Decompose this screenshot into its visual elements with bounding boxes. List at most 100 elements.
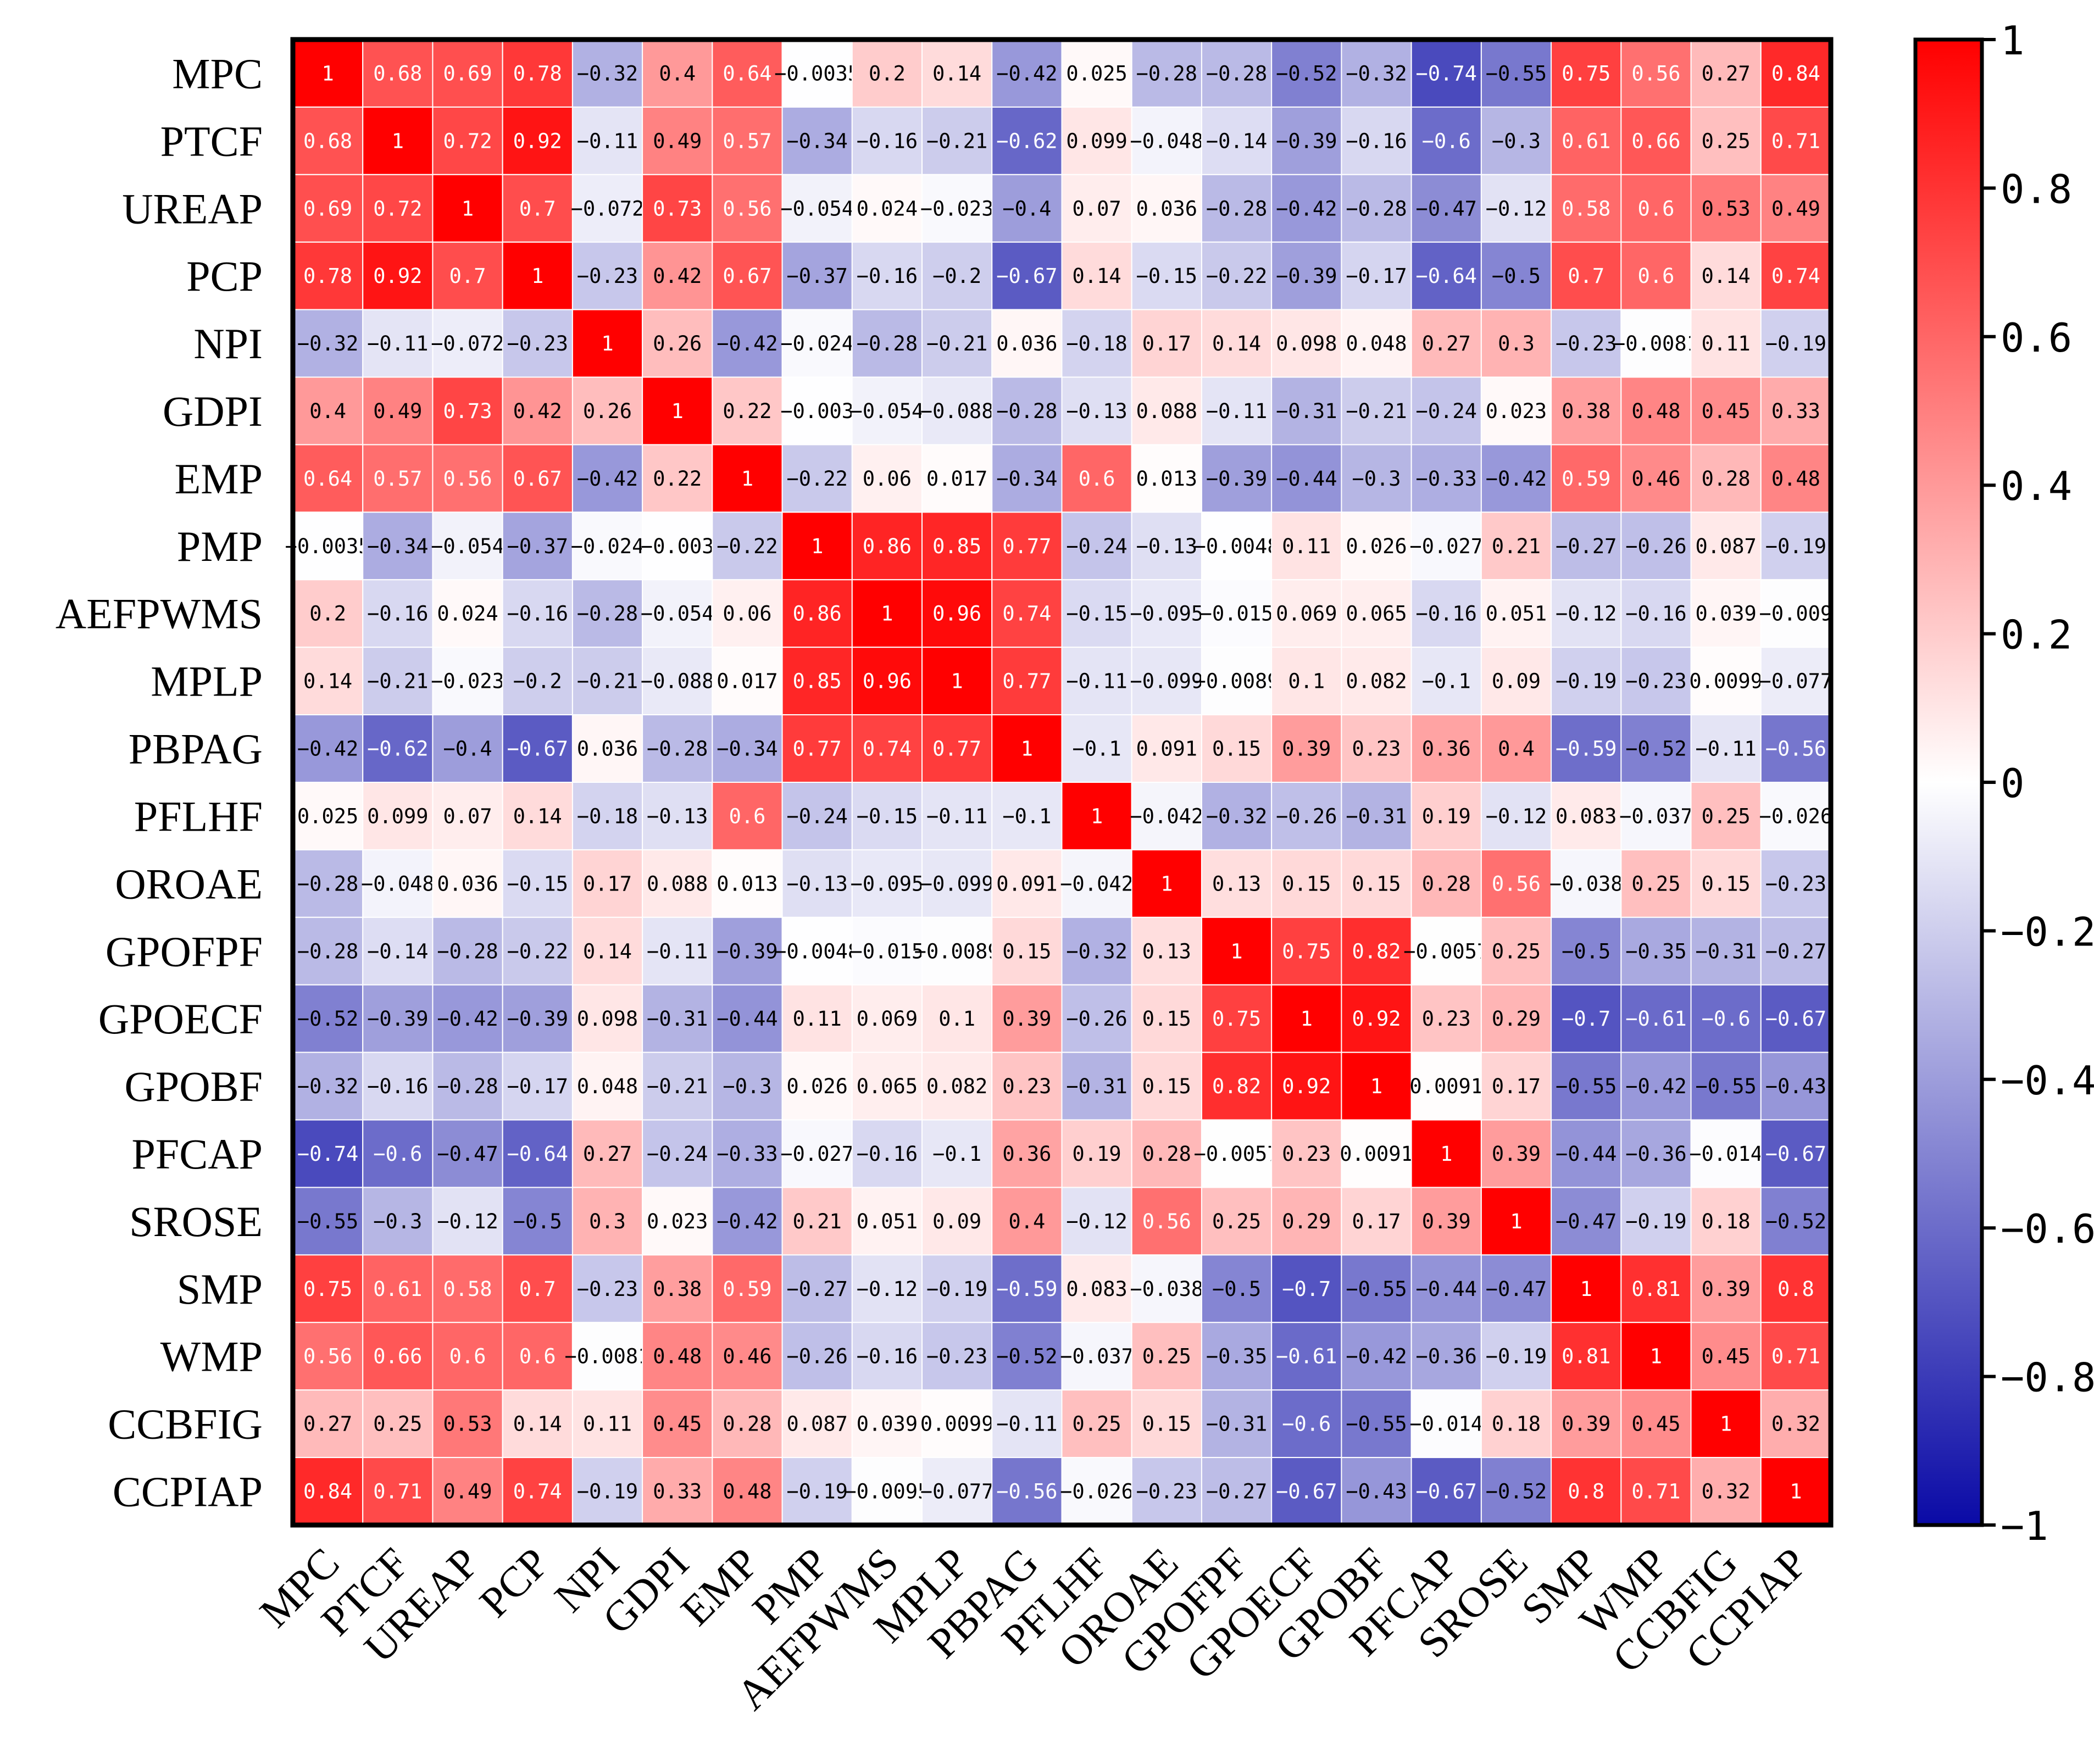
cell-value-label: 0.61 [1562,129,1610,153]
cell-value-label: 1 [1720,1412,1732,1436]
heatmap-cell [502,1119,573,1188]
cell-value-label: 0.92 [1282,1075,1331,1098]
heatmap-cell [851,174,923,243]
cell-value-label: −0.31 [1346,804,1407,828]
cell-value-label: 0.21 [1492,535,1541,558]
heatmap-cell [571,1051,643,1121]
cell-value-label: 0.48 [1631,399,1680,423]
heatmap-cell [1551,1254,1622,1323]
heatmap-cell [851,511,923,581]
cell-value-label: −0.19 [1625,1210,1686,1233]
cell-value-label: −0.31 [1066,1075,1127,1098]
column-label: PCP [470,1539,558,1627]
cell-value-label: 0.71 [373,1480,422,1504]
cell-value-label: 0.27 [1422,332,1471,355]
cell-value-label: 0.017 [926,467,987,491]
heatmap-cell [1480,782,1552,850]
heatmap-cell [712,1187,783,1256]
cell-value-label: −0.35 [1206,1345,1267,1368]
cell-value-label: 0.036 [577,737,638,761]
cell-value-label: 0.082 [926,1075,987,1098]
cell-value-label: 0.66 [1631,129,1680,153]
cell-value-label: −0.52 [996,1345,1057,1368]
heatmap-cell [991,849,1063,918]
cell-value-label: 0.85 [932,535,981,558]
cell-value-label: −0.5 [1212,1277,1261,1301]
heatmap-cell [712,1254,783,1323]
cell-value-label: 1 [1440,1142,1452,1166]
cell-value-label: 0.32 [1771,1412,1820,1436]
cell-value-label: −0.072 [571,197,645,220]
heatmap-cell [571,106,643,175]
heatmap-cell [571,916,643,986]
heatmap-cell [1620,1254,1692,1323]
heatmap-cell [1131,916,1202,986]
cell-value-label: 0.17 [1352,1210,1401,1233]
heatmap-cell [1410,174,1482,243]
cell-value-label: −0.4 [1002,197,1051,220]
cell-value-label: −0.19 [1556,670,1617,693]
cell-value-label: 0.099 [367,804,428,828]
cell-value-label: −0.56 [996,1480,1057,1504]
heatmap-cell [1201,1389,1273,1459]
cell-value-label: 0.25 [1702,804,1751,828]
cell-value-label: −0.39 [367,1007,428,1031]
heatmap-cell [991,241,1063,310]
cell-value-label: 0.065 [857,1075,918,1098]
cell-value-label: −0.003 [780,399,854,423]
colorbar-tick-label: 0.2 [2001,612,2072,658]
cell-value-label: −0.18 [1066,332,1127,355]
heatmap-cell [1271,106,1342,175]
heatmap-cell [1341,916,1412,986]
cell-value-label: 1 [392,129,404,153]
heatmap-cell [1131,1187,1202,1256]
cell-value-label: −0.47 [1556,1210,1617,1233]
cell-value-label: −0.024 [571,535,645,558]
heatmap-cell [851,1119,923,1188]
cell-value-label: −0.32 [1066,939,1127,963]
heatmap-cell [781,376,853,446]
cell-value-label: −0.23 [926,1345,987,1368]
cell-value-label: 0.8 [1568,1480,1604,1504]
cell-value-label: −0.1 [1073,737,1121,761]
cell-value-label: 0.21 [793,1210,842,1233]
cell-value-label: −0.023 [920,197,994,220]
cell-value-label: 0.56 [303,1345,352,1368]
heatmap-cell [1061,39,1132,108]
cell-value-label: −0.28 [1346,197,1407,220]
cell-value-label: −0.17 [507,1075,568,1098]
heatmap-cell [851,647,923,716]
heatmap-cell [502,174,573,243]
heatmap-cell [292,984,364,1053]
cell-value-label: −0.34 [996,467,1057,491]
heatmap-cell [1061,647,1132,716]
heatmap-cell [362,579,434,648]
heatmap-cell [781,241,853,310]
heatmap-cell [571,1457,643,1526]
heatmap-cell [1551,309,1622,378]
cell-value-label: 0.25 [1702,129,1751,153]
cell-value-label: −0.077 [1759,670,1833,693]
heatmap-cell [921,241,993,310]
cell-value-label: 0.09 [932,1210,981,1233]
cell-value-label: −0.0057 [1403,939,1489,963]
heatmap-cell [362,39,434,108]
cell-value-label: −0.43 [1765,1075,1826,1098]
heatmap-cell [851,309,923,378]
cell-value-label: 0.099 [1066,129,1127,153]
cell-value-label: 0.49 [443,1480,492,1504]
cell-value-label: −0.31 [1695,939,1756,963]
cell-value-label: −0.19 [577,1480,638,1504]
heatmap-cell [1410,1322,1482,1391]
heatmap-cell [642,714,713,783]
cell-value-label: −0.12 [1066,1210,1127,1233]
heatmap-cell [1341,1389,1412,1459]
colorbar-tick-label: −0.4 [2001,1058,2094,1104]
row-label: CCPIAP [113,1468,263,1516]
heatmap-cell [571,376,643,446]
cell-value-label: 1 [321,62,334,85]
cell-value-label: 0.32 [1702,1480,1751,1504]
heatmap-cell [1760,174,1831,243]
heatmap-cell [712,444,783,513]
heatmap-cell [1271,1322,1342,1391]
